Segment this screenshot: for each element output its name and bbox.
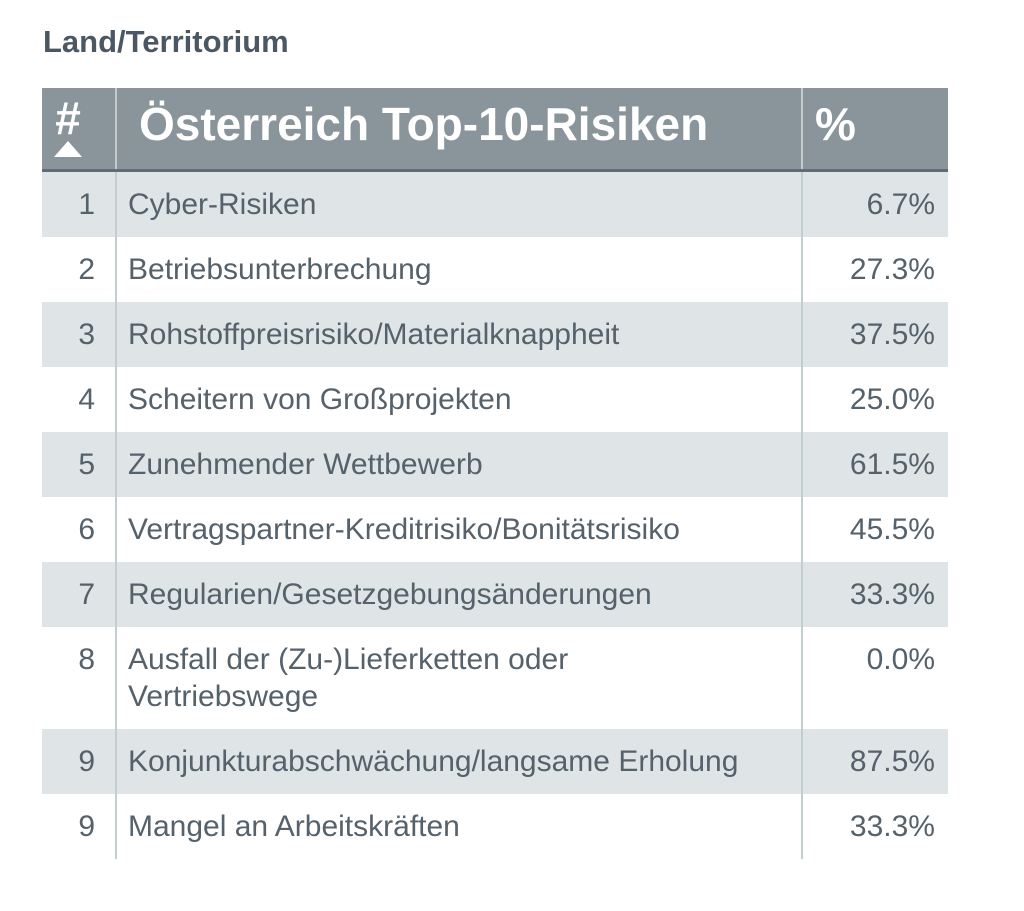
table-row: 9 Mangel an Arbeitskräften 33.3% (42, 794, 948, 859)
risk-cell: Ausfall der (Zu-)Lieferketten oder Vertr… (115, 627, 803, 729)
percent-cell: 87.5% (849, 745, 935, 778)
percent-cell: 6.7% (866, 188, 935, 221)
percent-cell: 0.0% (866, 643, 935, 676)
table-title: Österreich Top-10-Risiken (139, 97, 709, 150)
risk-table: # Österreich Top-10-Risiken % 1 Cyber-Ri… (42, 88, 948, 859)
percent-cell: 33.3% (849, 578, 935, 611)
rank-cell: 4 (78, 383, 95, 416)
risk-cell: Mangel an Arbeitskräften (115, 794, 803, 859)
rank-cell: 6 (78, 513, 95, 546)
rank-cell: 3 (78, 318, 95, 351)
table-row: 6 Vertragspartner-Kreditrisiko/Bonitätsr… (42, 497, 948, 562)
percent-cell: 33.3% (849, 810, 935, 843)
percent-cell: 27.3% (849, 253, 935, 286)
rank-column-label: # (55, 91, 81, 144)
table-body: 1 Cyber-Risiken 6.7% 2 Betriebsunterbrec… (42, 172, 948, 859)
sort-ascending-icon (54, 140, 82, 157)
risk-column-header[interactable]: Österreich Top-10-Risiken (115, 88, 803, 169)
rank-cell: 5 (78, 448, 95, 481)
table-row: 9 Konjunkturabschwächung/langsame Erholu… (42, 729, 948, 794)
table-header-row: # Österreich Top-10-Risiken % (42, 88, 948, 172)
risk-cell: Rohstoffpreisrisiko/Materialknappheit (115, 302, 803, 367)
rank-cell: 9 (78, 745, 95, 778)
percent-cell: 37.5% (849, 318, 935, 351)
rank-cell: 8 (78, 643, 95, 676)
percent-cell: 25.0% (849, 383, 935, 416)
rank-cell: 9 (78, 810, 95, 843)
percent-cell: 45.5% (849, 513, 935, 546)
risk-cell: Cyber-Risiken (115, 172, 803, 237)
risk-cell: Vertragspartner-Kreditrisiko/Bonitätsris… (115, 497, 803, 562)
percent-cell: 61.5% (849, 448, 935, 481)
percent-column-label: % (815, 97, 856, 150)
risk-cell: Regularien/Gesetzgebungsänderungen (115, 562, 803, 627)
risk-cell: Betriebsunterbrechung (115, 237, 803, 302)
table-row: 5 Zunehmender Wettbewerb 61.5% (42, 432, 948, 497)
table-row: 7 Regularien/Gesetzgebungsänderungen 33.… (42, 562, 948, 627)
rank-cell: 1 (78, 188, 95, 221)
table-row: 8 Ausfall der (Zu-)Lieferketten oder Ver… (42, 627, 948, 729)
rank-column-header[interactable]: # (42, 88, 115, 169)
table-row: 3 Rohstoffpreisrisiko/Materialknappheit … (42, 302, 948, 367)
table-row: 2 Betriebsunterbrechung 27.3% (42, 237, 948, 302)
rank-cell: 7 (78, 578, 95, 611)
page-title: Land/Territorium (43, 24, 289, 59)
rank-cell: 2 (78, 253, 95, 286)
table-row: 4 Scheitern von Großprojekten 25.0% (42, 367, 948, 432)
percent-column-header[interactable]: % (803, 88, 948, 169)
risk-cell: Zunehmender Wettbewerb (115, 432, 803, 497)
risk-cell: Scheitern von Großprojekten (115, 367, 803, 432)
risk-cell: Konjunkturabschwächung/langsame Erholung (115, 729, 803, 794)
table-row: 1 Cyber-Risiken 6.7% (42, 172, 948, 237)
